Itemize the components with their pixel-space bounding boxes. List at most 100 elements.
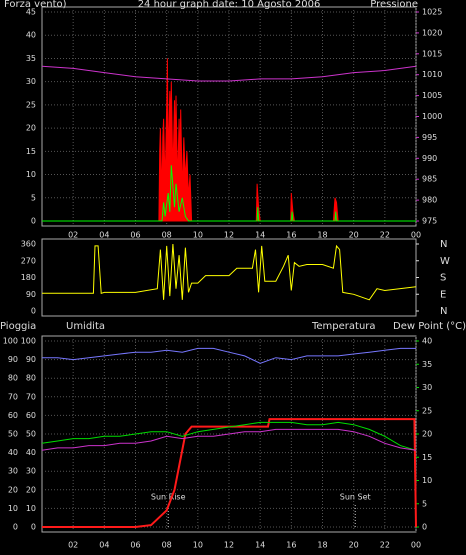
x-tick-label: 18 [317,231,327,240]
y2-tick-label: W [440,256,450,267]
y2-tick-label: 995 [422,133,437,142]
y-tick-label: 35 [26,54,36,63]
x-tick-label: 10 [193,231,203,240]
y2-tick-label: S [440,273,446,284]
y-tick-label: 0 [31,307,36,316]
y2-tick-label: 1020 [422,28,442,37]
legend-label: Temperatura [311,321,376,332]
y-tick-label: 20 [26,485,36,494]
x-tick-label: 18 [317,541,327,550]
line [41,421,417,451]
chart-title: 24 hour graph date: 10 Agosto 2006 [138,0,321,10]
legend-label: Dew Point (°C) [393,321,466,332]
y-tick-label: 90 [26,355,36,364]
y-tick-label: 50 [8,430,18,439]
y2-tick-label: 980 [422,196,437,205]
x-tick-label: 12 [224,231,234,240]
y-tick-label: 70 [8,392,18,401]
line [42,418,417,528]
y-tick-label: 0 [31,217,36,226]
y-tick-label: 20 [8,485,18,494]
y-tick-label: 30 [26,467,36,476]
y-tick-label: 90 [8,355,18,364]
y2-tick-label: 1005 [422,91,442,100]
y-tick-label: 30 [8,467,18,476]
y2-tick-label: 35 [422,360,432,369]
y2-tick-label: 1025 [422,8,442,17]
y-tick-label: 10 [26,504,36,513]
y2-tick-label: 5 [422,499,427,508]
annotation: Sun Rise [151,493,186,502]
area [42,58,416,222]
y-tick-label: 10 [26,170,36,179]
x-tick-label: 02 [68,541,78,550]
line [42,347,416,364]
y-tick-label: 80 [8,374,18,383]
x-tick-label: 04 [99,541,109,550]
y2-tick-label: 25 [422,406,432,415]
y-tick-label: 10 [8,504,18,513]
y2-tick-label: 40 [422,337,432,346]
line [41,65,417,82]
y-tick-label: 40 [26,448,36,457]
y-tick-label: 90 [26,290,36,299]
y-tick-label: 0 [13,523,18,532]
y-tick-label: 100 [21,337,36,346]
x-tick-label: 16 [286,231,296,240]
y2-tick-label: 985 [422,175,437,184]
line [42,165,416,222]
y-tick-label: 0 [31,523,36,532]
x-tick-label: 08 [162,541,172,550]
x-tick-label: 08 [162,231,172,240]
y-tick-label: 270 [21,256,36,265]
y2-tick-label: 10 [422,476,432,485]
x-tick-label: 14 [255,231,265,240]
legend-label: Umidita [66,321,105,332]
y2-tick-label: 1000 [422,112,442,121]
y-tick-label: 360 [21,240,36,249]
y-tick-label: 70 [26,392,36,401]
x-tick-label: 06 [130,231,140,240]
x-tick-label: 20 [349,541,359,550]
y-tick-label: 80 [26,374,36,383]
x-tick-label: 00 [411,541,421,550]
y-tick-label: 20 [26,124,36,133]
y2-tick-label: 30 [422,383,432,392]
y2-tick-label: 20 [422,430,432,439]
y-tick-label: 45 [26,8,36,17]
y-tick-label: 30 [26,77,36,86]
y2-axis-label: Pressione [370,0,418,10]
line [41,428,417,451]
y-tick-label: 5 [31,193,36,202]
y2-tick-label: 1010 [422,70,442,79]
x-tick-label: 10 [193,541,203,550]
x-tick-label: 12 [224,541,234,550]
x-tick-label: 22 [380,541,390,550]
y2-tick-label: E [440,289,446,300]
y-tick-label: 60 [26,411,36,420]
annotation: Sun Set [340,493,371,502]
y-tick-label: 180 [21,273,36,282]
y2-tick-label: 975 [422,217,437,226]
line [42,243,417,301]
x-tick-label: 00 [411,231,421,240]
y-tick-label: 40 [26,31,36,40]
y2-tick-label: 0 [422,523,427,532]
y-axis-label: Forza vento) [4,0,67,10]
x-tick-label: 06 [130,541,140,550]
y2-tick-label: N [440,306,447,317]
y2-tick-label: 990 [422,154,437,163]
y-tick-label: 25 [26,100,36,109]
y2-tick-label: N [440,239,447,250]
y-tick-label: 60 [8,411,18,420]
y-tick-label: 50 [26,430,36,439]
legend-label: Pioggia [0,321,36,332]
x-tick-label: 02 [68,231,78,240]
x-tick-label: 14 [255,541,265,550]
x-tick-label: 04 [99,231,109,240]
x-tick-label: 20 [349,231,359,240]
y-tick-label: 15 [26,147,36,156]
y2-tick-label: 15 [422,453,432,462]
y-tick-label: 100 [3,337,18,346]
